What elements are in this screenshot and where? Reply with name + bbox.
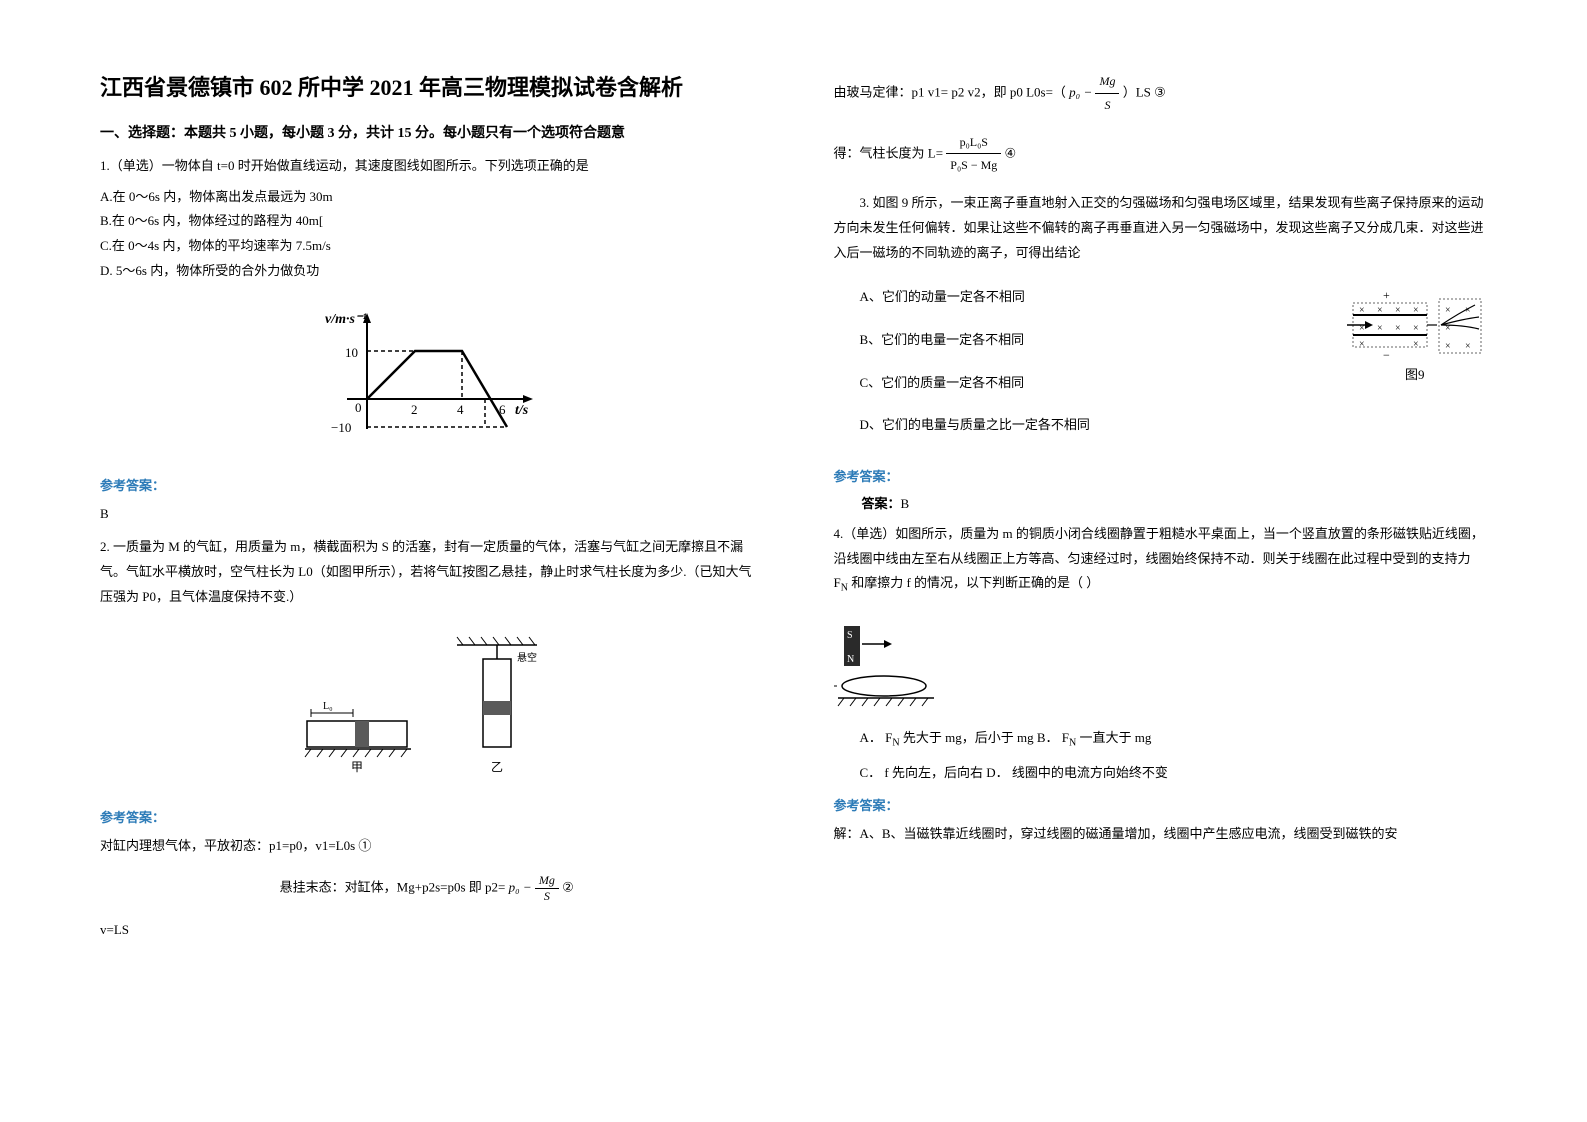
q2-line1: 对缸内理想气体，平放初态：p1=p0，v1=L0s ① (100, 834, 754, 859)
svg-text:×: × (1377, 305, 1383, 316)
svg-text:2: 2 (411, 402, 418, 417)
svg-text:×: × (1395, 305, 1401, 316)
result-pre: 得：气柱长度为 L= (834, 145, 944, 160)
svg-text:×: × (1445, 305, 1451, 316)
q1-answer: B (100, 502, 754, 527)
svg-text:10: 10 (345, 345, 358, 360)
svg-text:0: 0 (355, 400, 362, 415)
left-column: 江西省景德镇市 602 所中学 2021 年高三物理模拟试卷含解析 一、选择题：… (100, 70, 754, 1052)
svg-text:×: × (1413, 305, 1419, 316)
q2-answer-label: 参考答案： (100, 807, 754, 826)
result-post: ④ (1005, 145, 1017, 160)
q3-stem: 3. 如图 9 所示，一束正离子垂直地射入正交的匀强磁场和匀强电场区域里，结果发… (834, 191, 1488, 265)
q3-figure: + − × × × × × × × × × × × × × (1347, 285, 1487, 400)
result-den: P₀S − Mg (946, 154, 1001, 177)
svg-text:t/s: t/s (515, 403, 529, 418)
svg-text:S: S (847, 630, 853, 641)
q4-explain: 解：A、B、当磁铁靠近线圈时，穿过线圈的磁通量增加，线圈中产生感应电流，线圈受到… (834, 822, 1488, 847)
q1-option-d: D. 5～6s 内，物体所受的合外力做负功 (100, 259, 754, 284)
q1-option-c: C.在 0～4s 内，物体的平均速率为 7.5m/s (100, 234, 754, 259)
svg-text:−10: −10 (331, 420, 351, 435)
right-column: 由玻马定律：p1 v1= p2 v2，即 p0 L0s=（ p₀ − MgS ）… (834, 70, 1488, 1052)
svg-text:4: 4 (457, 402, 464, 417)
boyle-post: ）LS ③ (1123, 84, 1166, 99)
svg-text:×: × (1377, 323, 1383, 334)
svg-text:+: + (1383, 288, 1390, 302)
q4-stem: 4.（单选）如图所示，质量为 m 的铜质小闭合线圈静置于粗糙水平桌面上，当一个竖… (834, 522, 1488, 598)
q4-option-ab: A． FN 先大于 mg，后小于 mg B． FN 一直大于 mg (834, 726, 1488, 753)
svg-text:−: − (1383, 348, 1390, 362)
svg-text:图9: 图9 (1405, 367, 1425, 382)
q2-stem: 2. 一质量为 M 的气缸，用质量为 m，横截面积为 S 的活塞，封有一定质量的… (100, 535, 754, 609)
svg-text:v/m·s⁻¹: v/m·s⁻¹ (325, 312, 367, 327)
svg-text:乙: 乙 (491, 760, 503, 774)
svg-text:N: N (847, 654, 854, 665)
svg-text:悬空: 悬空 (517, 651, 537, 664)
svg-text:×: × (1465, 341, 1471, 352)
svg-text:×: × (1413, 323, 1419, 334)
q4-answer-label: 参考答案： (834, 795, 1488, 814)
svg-text:×: × (1445, 341, 1451, 352)
q3-answer-label: 参考答案： (834, 466, 1488, 485)
q3-option-c: C、它们的质量一定各不相同 (834, 371, 1328, 396)
q1-stem: 1.（单选）一物体自 t=0 时开始做直线运动，其速度图线如图所示。下列选项正确… (100, 154, 754, 179)
q4-option-cd: C． f 先向左，后向右 D． 线圈中的电流方向始终不变 (834, 761, 1488, 786)
svg-text:L₀: L₀ (323, 701, 333, 712)
q1-graph: v/m·s⁻¹ 10 0 −10 2 4 6 t/s (100, 299, 754, 449)
q1-option-b: B.在 0～6s 内，物体经过的路程为 40m[ (100, 209, 754, 234)
q3-answer-val: B (901, 496, 910, 511)
q3-answer-pre: 答案： (862, 496, 901, 511)
q2-diagram: L₀ 甲 (100, 631, 754, 781)
q3-body: A、它们的动量一定各不相同 B、它们的电量一定各不相同 C、它们的质量一定各不相… (834, 285, 1488, 456)
q1-option-a: A.在 0～6s 内，物体离出发点最远为 30m (100, 185, 754, 210)
q4-figure: S N (834, 620, 1488, 710)
q3-option-d: D、它们的电量与质量之比一定各不相同 (834, 413, 1328, 438)
svg-text:×: × (1395, 323, 1401, 334)
svg-text:×: × (1359, 305, 1365, 316)
q1-answer-label: 参考答案： (100, 475, 754, 494)
result-num: p₀L₀S (946, 131, 1001, 155)
boyle-pre: 由玻马定律：p1 v1= p2 v2，即 p0 L0s=（ (834, 84, 1066, 99)
result-line: 得：气柱长度为 L= p₀L₀S P₀S − Mg ④ (834, 131, 1488, 178)
q3-option-b: B、它们的电量一定各不相同 (834, 328, 1328, 353)
svg-text:×: × (1413, 339, 1419, 350)
q3-option-a: A、它们的动量一定各不相同 (834, 285, 1328, 310)
svg-text:×: × (1359, 339, 1365, 350)
q3-answer: 答案：B (862, 493, 1488, 512)
svg-text:×: × (1465, 305, 1471, 316)
section-heading: 一、选择题：本题共 5 小题，每小题 3 分，共计 15 分。每小题只有一个选项… (100, 122, 754, 142)
boyle-line: 由玻马定律：p1 v1= p2 v2，即 p0 L0s=（ p₀ − MgS ）… (834, 70, 1488, 117)
q2-formula-2: 悬挂末态：对缸体，Mg+p2s=p0s 即 p2= p₀ − MgS ② (100, 873, 754, 904)
q2-line2-post: ② (562, 879, 574, 894)
q2-line2-pre: 悬挂末态：对缸体，Mg+p2s=p0s 即 p2= (280, 879, 506, 894)
svg-text:甲: 甲 (351, 760, 363, 774)
page-title: 江西省景德镇市 602 所中学 2021 年高三物理模拟试卷含解析 (100, 70, 754, 102)
q2-line3: v=LS (100, 918, 754, 943)
